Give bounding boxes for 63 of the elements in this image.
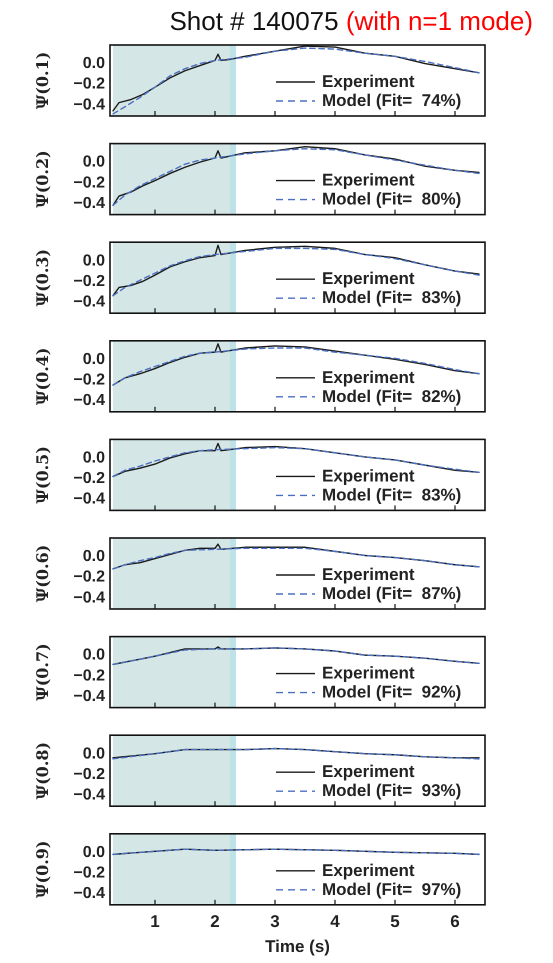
legend-label: Model (Fit= 83%)	[322, 485, 462, 504]
y-axis-title: Ψ(0.4)	[33, 348, 52, 406]
legend-label: Model (Fit= 87%)	[322, 584, 462, 603]
y-tick-label: −0.2	[73, 470, 106, 488]
y-tick-label: 0.0	[82, 646, 106, 664]
y-tick-label: −0.2	[73, 766, 106, 783]
legend-label: Model (Fit= 92%)	[322, 682, 462, 702]
x-tick-label: 4	[330, 912, 340, 931]
y-tick-label: −0.2	[73, 864, 106, 882]
y-tick-label: 0.0	[82, 55, 106, 72]
x-tick-label: 3	[270, 912, 280, 931]
y-axis-title: Ψ(0.3)	[33, 248, 52, 306]
y-tick-label: −0.2	[73, 174, 106, 192]
y-tick-label: −0.2	[73, 272, 106, 290]
legend-label: Model (Fit= 80%)	[322, 190, 462, 209]
legend-label: Model (Fit= 83%)	[322, 288, 462, 308]
y-tick-label: −0.4	[73, 96, 106, 114]
y-tick-label: −0.2	[73, 76, 106, 93]
y-tick-label: 0.0	[82, 252, 106, 270]
legend-label: Experiment	[322, 762, 415, 782]
y-tick-label: −0.4	[73, 293, 106, 310]
y-tick-label: −0.4	[73, 194, 106, 212]
y-axis-title: Ψ(0.2)	[33, 150, 52, 208]
chart-subtitle: (with n=1 mode)	[346, 6, 533, 36]
y-tick-label: 0.0	[82, 154, 106, 171]
x-tick-label: 5	[390, 912, 400, 931]
legend-label: Experiment	[322, 368, 415, 387]
y-tick-label: −0.2	[73, 568, 106, 586]
y-tick-label: −0.4	[73, 490, 106, 508]
y-tick-label: −0.4	[73, 392, 106, 410]
y-tick-label: 0.0	[82, 548, 106, 566]
y-tick-label: −0.4	[73, 885, 106, 902]
y-tick-label: 0.0	[82, 745, 106, 762]
legend-label: Model (Fit= 82%)	[322, 386, 462, 406]
x-axis-title: Time (s)	[265, 936, 330, 956]
legend-label: Model (Fit= 93%)	[322, 781, 462, 800]
y-axis-title: Ψ(0.1)	[33, 52, 52, 110]
legend-label: Experiment	[322, 72, 415, 91]
legend-label: Experiment	[322, 565, 415, 584]
legend-label: Experiment	[322, 170, 415, 190]
y-tick-label: −0.4	[73, 786, 106, 804]
y-axis-title: Ψ(0.5)	[33, 446, 52, 504]
y-tick-label: 0.0	[82, 449, 106, 466]
y-axis-title: Ψ(0.7)	[33, 643, 52, 701]
y-tick-label: −0.4	[73, 688, 106, 705]
legend-label: Experiment	[322, 860, 415, 880]
y-tick-label: 0.0	[82, 844, 106, 861]
x-tick-label: 1	[150, 912, 160, 931]
x-tick-label: 2	[210, 912, 220, 931]
y-tick-label: 0.0	[82, 350, 106, 368]
chart-title: Shot # 140075	[169, 6, 346, 36]
legend-label: Model (Fit= 74%)	[322, 91, 462, 110]
legend-label: Experiment	[322, 466, 415, 486]
y-axis-title: Ψ(0.8)	[33, 742, 52, 800]
legend-label: Model (Fit= 97%)	[322, 880, 462, 899]
y-axis-title: Ψ(0.6)	[33, 544, 52, 602]
legend-label: Experiment	[322, 664, 415, 683]
x-tick-label: 6	[450, 912, 460, 931]
y-tick-label: −0.2	[73, 667, 106, 684]
y-tick-label: −0.2	[73, 371, 106, 388]
legend-label: Experiment	[322, 269, 415, 288]
y-tick-label: −0.4	[73, 589, 106, 606]
y-axis-title: Ψ(0.9)	[33, 840, 52, 898]
